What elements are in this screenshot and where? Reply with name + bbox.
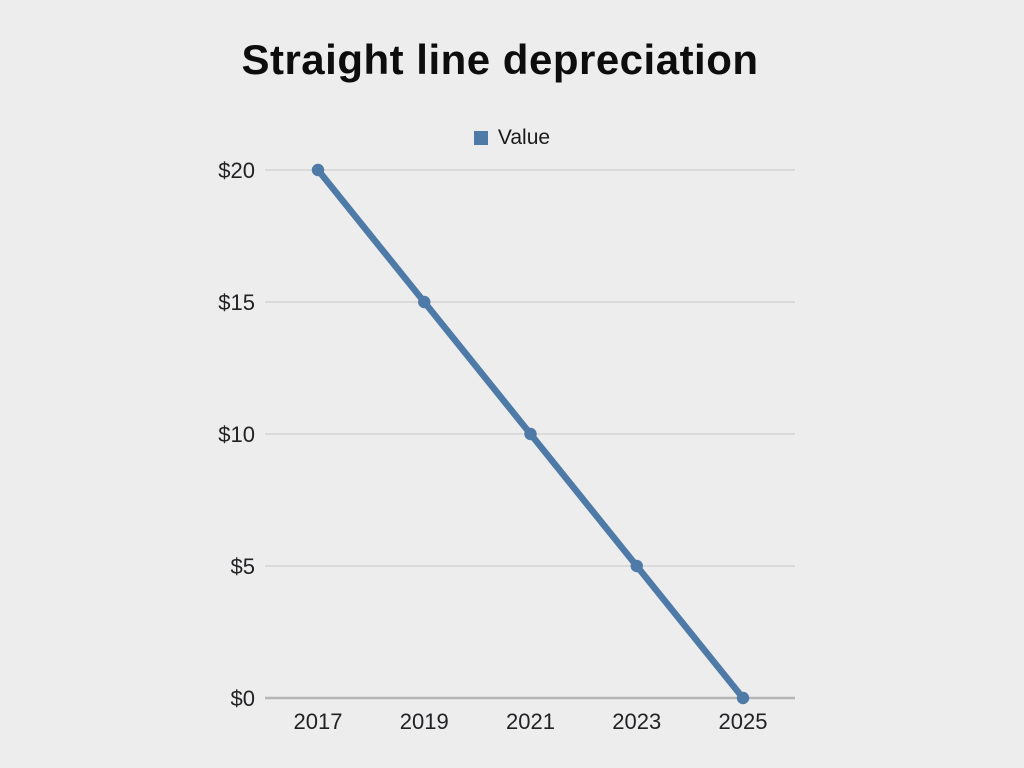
chart-title: Straight line depreciation xyxy=(241,36,759,83)
y-tick-label: $15 xyxy=(218,290,255,315)
x-tick-label: 2021 xyxy=(506,709,555,734)
data-point-marker xyxy=(418,295,431,309)
x-tick-label: 2023 xyxy=(612,709,661,734)
x-tick-label: 2017 xyxy=(294,709,343,734)
data-point-marker xyxy=(736,691,750,705)
data-point-marker xyxy=(524,427,537,441)
x-tick-label: 2019 xyxy=(400,709,449,734)
y-tick-label: $5 xyxy=(231,554,255,579)
legend: Value xyxy=(0,126,1024,150)
data-point-marker xyxy=(311,163,325,177)
x-tick-label: 2025 xyxy=(719,709,768,734)
legend-swatch-icon xyxy=(473,131,488,145)
y-tick-label: $20 xyxy=(218,158,255,183)
legend-label: Value xyxy=(497,126,551,149)
y-tick-label: $10 xyxy=(218,422,255,447)
data-point-marker xyxy=(630,559,643,573)
y-tick-label: $0 xyxy=(231,686,255,711)
